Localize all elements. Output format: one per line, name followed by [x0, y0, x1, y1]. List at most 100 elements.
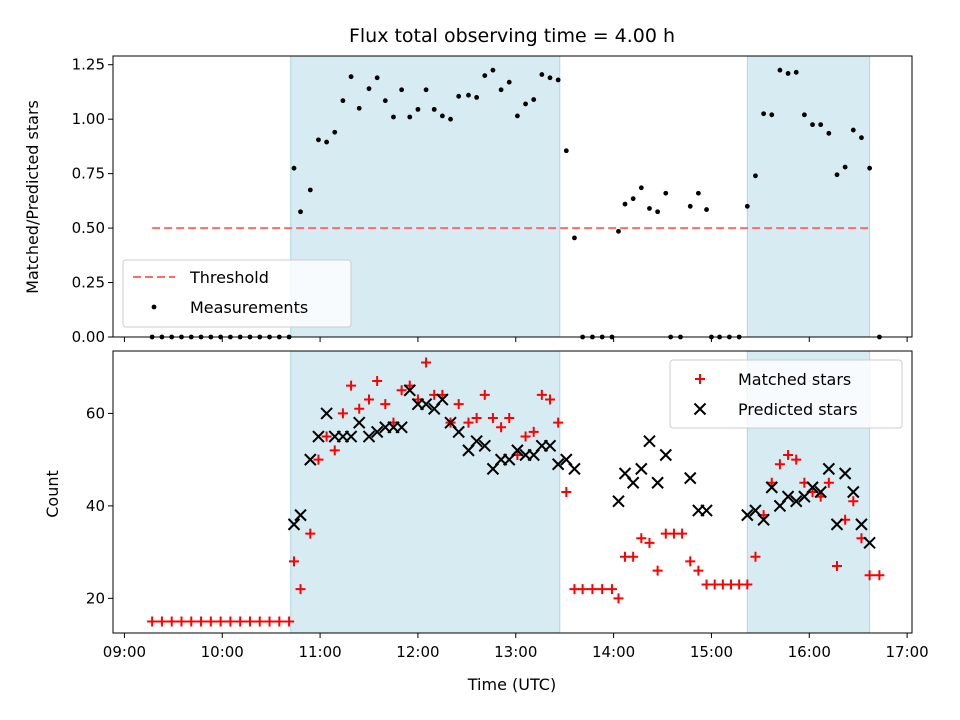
measurement-point	[506, 79, 512, 85]
measurement-point	[810, 122, 815, 128]
measurement-point	[622, 201, 628, 207]
measurement-point	[753, 173, 758, 179]
matched-star-point	[587, 584, 598, 595]
measurement-point	[374, 75, 380, 81]
matched-star-point	[329, 445, 340, 456]
x-tick-label: 12:00	[396, 643, 439, 661]
matched-star-point	[364, 394, 375, 405]
x-tick-label: 10:00	[201, 643, 244, 661]
measurement-point	[332, 129, 338, 135]
measurement-point	[547, 75, 553, 81]
measurement-point	[859, 135, 864, 141]
matched-star-point	[613, 593, 624, 604]
matched-star-point	[520, 431, 531, 442]
matched-star-point	[372, 376, 383, 387]
matched-star-point	[685, 556, 696, 567]
matched-star-point	[396, 385, 407, 396]
matched-star-point	[606, 584, 617, 595]
predicted-star-point	[643, 434, 656, 448]
matched-star-point	[354, 403, 365, 414]
predicted-star-point	[790, 495, 803, 508]
predicted-star-point	[436, 393, 449, 406]
matched-star-point	[156, 616, 167, 627]
measurement-point	[298, 209, 303, 215]
measurement-point	[704, 207, 709, 212]
predicted-star-point	[419, 397, 433, 411]
measurement-point	[867, 165, 873, 171]
matched-star-point	[453, 399, 464, 410]
predicted-star-point	[362, 430, 376, 443]
predicted-star-point	[626, 476, 640, 489]
matched-star-point	[742, 579, 753, 590]
x-tick-label: 14:00	[592, 643, 635, 661]
top-y-axis-label: Matched/Predicted stars	[23, 100, 42, 294]
top-panel: 0.00 0.25 0.50 0.75 1.00 1.25 Threshold Measure…	[72, 55, 913, 346]
bottom-y-tick-label: 40	[86, 497, 105, 515]
top-y-tick-label: 0.00	[72, 328, 105, 346]
measurement-point	[316, 137, 321, 143]
top-axes-frame	[112, 55, 913, 338]
x-axis-label: Time (UTC)	[467, 675, 556, 694]
predicted-star-point	[551, 458, 565, 471]
matched-star-point	[636, 533, 647, 544]
matched-star-point	[774, 459, 785, 470]
legend-matched-label: Matched stars	[738, 370, 851, 389]
measurement-point	[466, 92, 471, 98]
measurement-point	[523, 101, 528, 107]
predicted-star-point	[830, 518, 844, 531]
matched-star-point	[321, 431, 332, 442]
legend-predicted-swatch	[693, 402, 707, 416]
bottom-panel: 20 40 60 09:00 10:00 11:00 12:00 13:00 14:00 15:0…	[86, 350, 929, 661]
matched-star-point	[677, 528, 688, 539]
x-tick-label: 11:00	[298, 643, 341, 661]
bottom-y-axis-label: Count	[43, 470, 62, 518]
x-tick-label: 17:00	[885, 643, 928, 661]
matched-star-point	[848, 496, 859, 507]
matched-star-point	[577, 584, 588, 595]
matched-star-point	[750, 551, 761, 562]
measurement-point	[482, 73, 488, 79]
predicted-star-point	[822, 462, 836, 476]
predicted-star-point	[294, 508, 307, 522]
matched-star-point	[487, 413, 498, 424]
measurement-point	[563, 148, 569, 154]
measurement-point	[291, 165, 297, 171]
measurement-point	[850, 127, 856, 133]
matched-star-point	[528, 426, 539, 437]
predicted-star-point	[659, 448, 672, 462]
measurement-point	[439, 113, 445, 119]
measurement-point	[630, 196, 636, 202]
matched-star-point	[380, 399, 391, 410]
predicted-star-point	[403, 384, 416, 397]
legend-box	[669, 359, 903, 429]
matched-star-point	[644, 537, 655, 548]
matched-star-point	[504, 413, 515, 424]
predicted-star-point	[452, 425, 465, 439]
top-y-tick-label: 0.75	[72, 165, 105, 183]
predicted-star-point	[353, 416, 366, 429]
matched-star-point	[313, 454, 324, 465]
legend-measurements-swatch	[151, 304, 157, 310]
predicted-star-point	[320, 407, 333, 420]
measurement-point	[818, 122, 824, 128]
predicted-star-point	[838, 467, 852, 480]
measurement-point	[448, 116, 453, 122]
matched-star-point	[264, 616, 275, 627]
measurement-point	[498, 87, 504, 93]
measurement-point	[647, 206, 652, 211]
measurement-point	[307, 187, 313, 193]
chart-title: Flux total observing time = 4.00 h	[349, 25, 675, 47]
measurement-point	[456, 93, 462, 99]
matched-star-point	[628, 551, 639, 562]
measurement-point	[356, 105, 362, 111]
predicted-star-point	[855, 518, 868, 531]
matched-star-point	[874, 570, 885, 581]
matched-star-point	[274, 616, 285, 627]
x-tick-label: 13:00	[494, 643, 537, 661]
bottom-axes-frame	[112, 350, 913, 634]
predicted-star-point	[847, 485, 860, 499]
matched-star-point	[536, 389, 547, 400]
matched-star-point	[166, 616, 177, 627]
measurement-point	[695, 190, 701, 196]
predicted-star-point	[781, 490, 795, 503]
